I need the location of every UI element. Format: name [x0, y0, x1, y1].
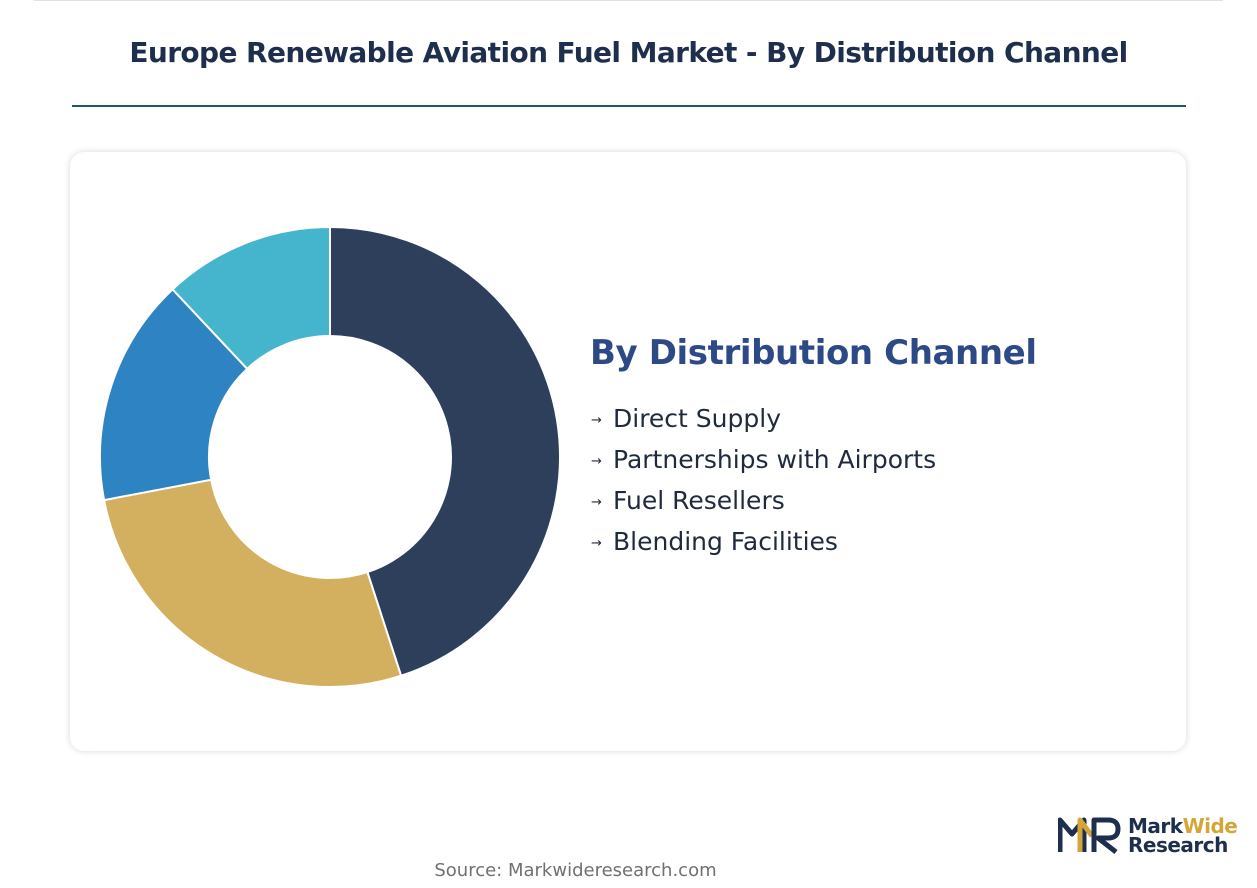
legend-heading: By Distribution Channel	[590, 333, 1037, 373]
donut-chart	[99, 225, 561, 688]
legend-item-label: Blending Facilities	[613, 527, 838, 556]
logo-text-research: Research	[1128, 833, 1228, 857]
donut-slice-direct-supply	[329, 225, 561, 678]
legend-list: → Direct Supply → Partnerships with Airport…	[591, 398, 936, 562]
arrow-right-icon: →	[591, 536, 602, 551]
source-note: Source: Markwideresearch.com	[434, 860, 717, 881]
arrow-right-icon: →	[591, 495, 602, 510]
chart-card: By Distribution Channel → Direct Supply → P…	[70, 152, 1186, 751]
markwide-logo-mark	[1058, 817, 1121, 854]
legend-item-label: Partnerships with Airports	[613, 445, 937, 474]
legend-item: → Partnerships with Airports	[591, 439, 936, 480]
legend-item-label: Fuel Resellers	[613, 486, 785, 515]
logo-text-mark: Mark	[1128, 814, 1183, 838]
legend-item: → Direct Supply	[591, 398, 936, 439]
arrow-right-icon: →	[591, 454, 602, 469]
legend-item: → Blending Facilities	[591, 521, 936, 562]
page-title: Europe Renewable Aviation Fuel Market - …	[129, 36, 1128, 69]
title-underline	[72, 105, 1186, 107]
top-divider	[34, 0, 1223, 1]
markwide-logo: MarkWide Research	[1058, 814, 1243, 857]
logo-text-wide: Wide	[1182, 814, 1238, 838]
legend-item: → Fuel Resellers	[591, 480, 936, 521]
donut-slice-partnerships-with-airports	[102, 478, 403, 688]
donut-slice-fuel-resellers	[99, 287, 249, 502]
donut-slice-blending-facilities	[171, 225, 331, 371]
arrow-right-icon: →	[591, 413, 602, 428]
legend-item-label: Direct Supply	[613, 404, 781, 433]
logo-text-markwide: MarkWide	[1128, 814, 1238, 838]
